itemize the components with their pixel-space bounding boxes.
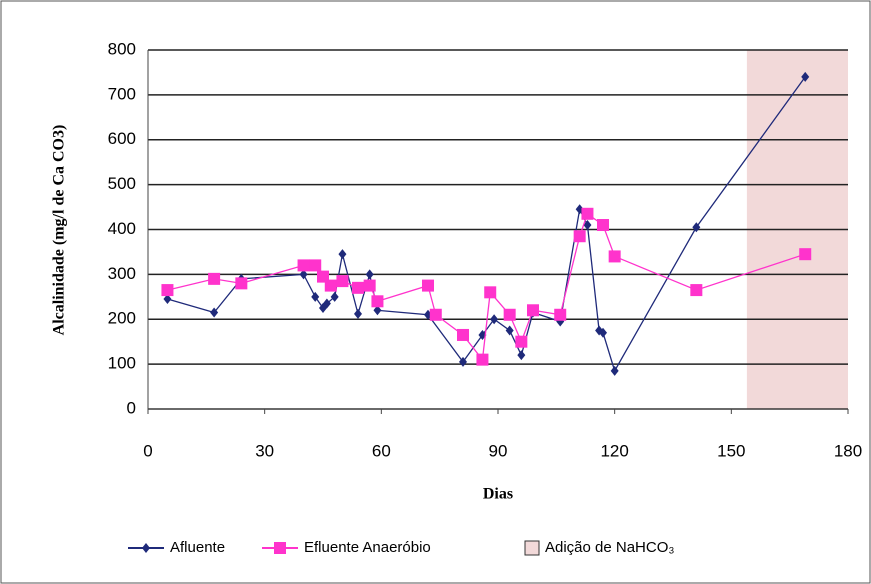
marker bbox=[352, 281, 364, 294]
marker bbox=[515, 335, 528, 348]
marker bbox=[517, 350, 526, 361]
marker bbox=[554, 308, 567, 321]
x-tick-label: 0 bbox=[143, 441, 152, 460]
y-tick-label: 600 bbox=[108, 129, 136, 148]
marker bbox=[363, 279, 376, 292]
legend-label: Efluente Anaeróbio bbox=[304, 539, 431, 556]
y-tick-label: 0 bbox=[127, 398, 136, 417]
marker bbox=[210, 307, 219, 318]
marker bbox=[610, 365, 619, 376]
marker bbox=[799, 248, 812, 261]
marker bbox=[142, 543, 150, 553]
marker bbox=[692, 222, 701, 233]
marker bbox=[599, 327, 607, 338]
y-tick-label: 800 bbox=[108, 39, 136, 58]
marker bbox=[429, 308, 442, 321]
marker bbox=[338, 249, 347, 260]
marker bbox=[490, 314, 499, 325]
x-tick-label: 150 bbox=[717, 441, 745, 460]
y-tick-label: 500 bbox=[108, 174, 136, 193]
y-axis-label: Alcalinidade (mg/l de Ca CO3) bbox=[51, 125, 68, 336]
legend-swatch bbox=[524, 540, 540, 556]
marker bbox=[505, 325, 514, 336]
marker bbox=[608, 250, 621, 263]
marker bbox=[373, 305, 382, 316]
marker bbox=[457, 328, 469, 341]
marker bbox=[527, 304, 539, 317]
marker bbox=[322, 298, 331, 309]
marker bbox=[365, 269, 374, 280]
marker bbox=[573, 230, 586, 243]
marker bbox=[161, 284, 174, 297]
marker bbox=[476, 353, 489, 366]
x-tick-label: 90 bbox=[489, 441, 508, 460]
marker bbox=[309, 259, 322, 272]
marker bbox=[354, 308, 362, 319]
x-tick-label: 120 bbox=[600, 441, 628, 460]
marker bbox=[299, 269, 308, 280]
marker bbox=[208, 272, 221, 285]
marker bbox=[422, 279, 434, 292]
y-tick-label: 200 bbox=[108, 309, 136, 328]
marker bbox=[297, 259, 310, 272]
marker bbox=[459, 356, 467, 367]
x-tick-label: 60 bbox=[372, 441, 391, 460]
marker bbox=[274, 542, 286, 554]
marker bbox=[484, 286, 497, 299]
marker bbox=[581, 207, 594, 220]
x-tick-label: 180 bbox=[834, 441, 862, 460]
y-tick-label: 400 bbox=[108, 219, 136, 238]
marker bbox=[597, 219, 609, 232]
marker bbox=[336, 275, 349, 288]
legend-label: Adição de NaHCO₃ bbox=[545, 539, 675, 556]
y-tick-label: 300 bbox=[108, 264, 136, 283]
marker bbox=[324, 279, 337, 292]
marker bbox=[235, 277, 248, 290]
marker bbox=[371, 295, 384, 308]
marker bbox=[690, 284, 703, 297]
legend-label: Afluente bbox=[170, 539, 225, 556]
marker bbox=[503, 308, 516, 321]
marker bbox=[330, 291, 339, 302]
marker bbox=[311, 291, 320, 302]
y-tick-label: 700 bbox=[108, 84, 136, 103]
y-tick-label: 100 bbox=[108, 354, 136, 373]
x-tick-label: 30 bbox=[255, 441, 274, 460]
marker bbox=[163, 294, 172, 305]
marker bbox=[583, 220, 592, 231]
x-axis-label: Dias bbox=[483, 486, 513, 503]
marker bbox=[801, 71, 810, 82]
